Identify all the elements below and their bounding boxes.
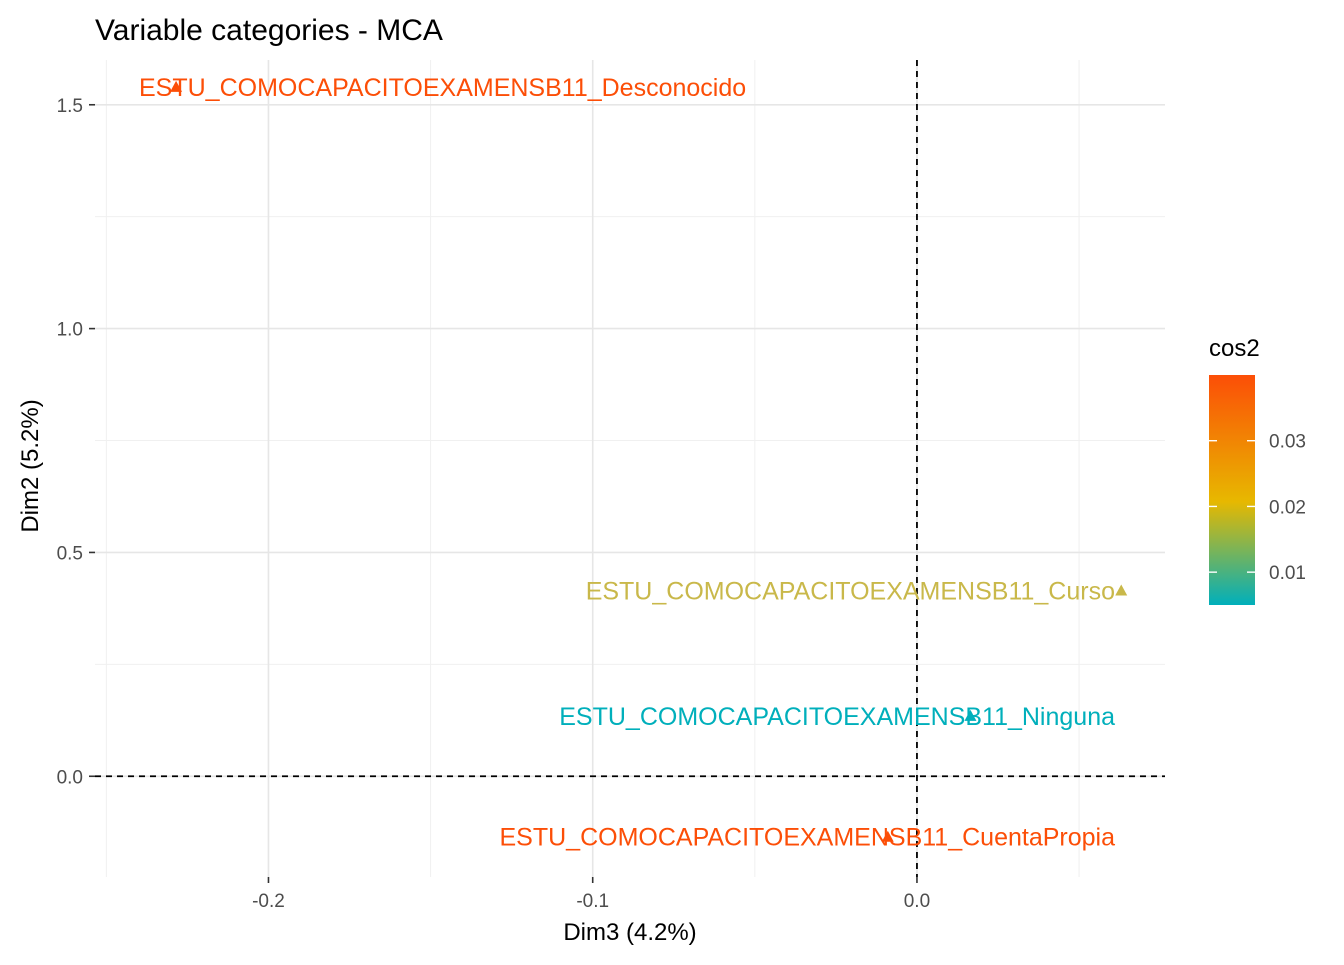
- grid-layer: [95, 60, 1165, 877]
- legend-tick-label: 0.02: [1269, 497, 1306, 518]
- point-marker: [170, 80, 183, 92]
- point-label: ESTU_COMOCAPACITOEXAMENSB11_Curso: [586, 577, 1115, 605]
- legend-tick-label: 0.01: [1269, 563, 1306, 584]
- cos2-legend: cos2 0.01 0.02 0.03: [1209, 335, 1306, 605]
- legend-tick-label: 0.03: [1269, 432, 1306, 453]
- legend-color-bar: [1209, 375, 1255, 605]
- point-marker: [964, 709, 977, 721]
- point-label: ESTU_COMOCAPACITOEXAMENSB11_CuentaPropia: [499, 824, 1115, 852]
- x-axis-label: Dim3 (4.2%): [563, 919, 696, 946]
- y-tick-label: 1.5: [57, 96, 83, 117]
- y-axis-ticks: 0.0 0.5 1.0 1.5: [57, 96, 95, 788]
- point-label: ESTU_COMOCAPACITOEXAMENSB11_Ninguna: [559, 703, 1115, 731]
- chart-title: Variable categories - MCA: [95, 14, 443, 47]
- legend-title: cos2: [1209, 335, 1260, 362]
- x-tick-label: -0.2: [252, 891, 285, 912]
- x-tick-label: 0.0: [904, 891, 930, 912]
- point-label: ESTU_COMOCAPACITOEXAMENSB11_Desconocido: [139, 74, 746, 102]
- x-tick-label: -0.1: [576, 891, 609, 912]
- y-tick-label: 0.0: [57, 767, 83, 788]
- point-marker: [881, 830, 894, 842]
- y-tick-label: 0.5: [57, 543, 83, 564]
- reference-lines: [95, 60, 1165, 877]
- y-axis-label: Dim2 (5.2%): [17, 399, 44, 532]
- x-axis-ticks: -0.2 -0.1 0.0: [252, 877, 930, 912]
- legend-ticks: 0.01 0.02 0.03: [1209, 432, 1306, 584]
- y-tick-label: 1.0: [57, 320, 83, 341]
- points-layer: ESTU_COMOCAPACITOEXAMENSB11_Desconocido E…: [139, 74, 1128, 852]
- point-marker: [1115, 584, 1128, 596]
